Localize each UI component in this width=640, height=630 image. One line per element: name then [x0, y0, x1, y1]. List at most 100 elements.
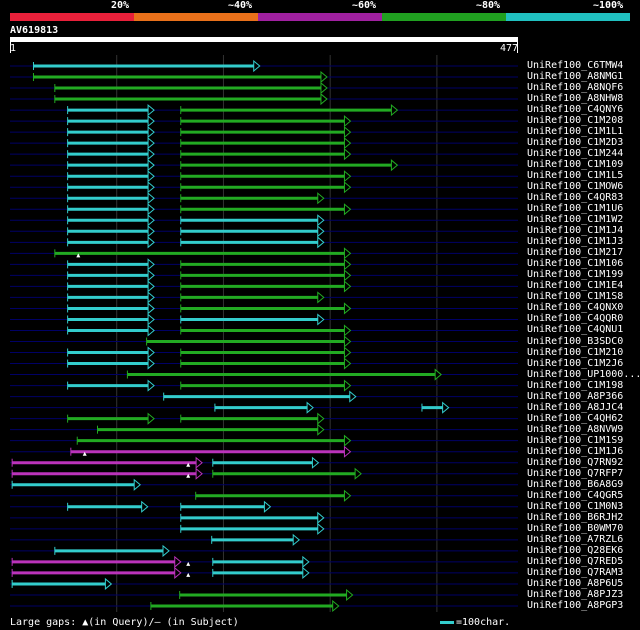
alignment-segment[interactable] — [54, 544, 170, 557]
hit-name-link[interactable]: UniRef100_Q7RED5 — [527, 555, 624, 567]
hit-name-link[interactable]: UniRef100_C1M244 — [527, 148, 624, 160]
alignment-segment[interactable] — [67, 346, 155, 359]
hit-name-link[interactable]: UniRef100_C1M1U6 — [527, 203, 624, 215]
hit-name-link[interactable]: UniRef100_C1M210 — [527, 346, 624, 358]
alignment-segment[interactable] — [67, 225, 155, 238]
alignment-segment[interactable] — [67, 500, 149, 513]
hit-name-link[interactable]: UniRef100_A8NHW8 — [527, 93, 624, 105]
hit-name-link[interactable]: UniRef100_C1M2D3 — [527, 137, 624, 149]
alignment-segment[interactable] — [180, 225, 325, 238]
alignment-segment[interactable] — [67, 148, 155, 161]
hit-name-link[interactable]: UniRef100_C6TMW4 — [527, 60, 624, 71]
alignment-segment[interactable] — [76, 434, 352, 447]
hit-name-link[interactable]: UniRef100_C1M1J3 — [527, 236, 624, 248]
alignment-segment[interactable] — [212, 467, 362, 480]
alignment-segment[interactable] — [180, 511, 325, 524]
hit-name-link[interactable]: UniRef100_B6RJH2 — [527, 511, 624, 523]
hit-name-link[interactable]: UniRef100_C1MOW6 — [527, 181, 624, 193]
hit-name-link[interactable]: UniRef100_A8JJC4 — [527, 401, 624, 413]
hit-name-link[interactable]: UniRef100_C1M0N3 — [527, 500, 624, 512]
alignment-segment[interactable] — [180, 126, 352, 139]
hit-name-link[interactable]: UniRef100_A7RZL6 — [527, 533, 624, 545]
hit-name-link[interactable]: UniRef100_Q28EK6 — [527, 544, 624, 556]
hit-name-link[interactable]: UniRef100_C1M1W2 — [527, 214, 624, 226]
alignment-segment[interactable] — [67, 159, 155, 172]
alignment-segment[interactable] — [67, 313, 155, 326]
hit-name-link[interactable]: UniRef100_C1M1L5 — [527, 170, 624, 182]
alignment-segment[interactable] — [195, 489, 352, 502]
hit-name-link[interactable]: UniRef100_C1M1L1 — [527, 126, 624, 138]
hit-name-link[interactable]: UniRef100_C1M217 — [527, 247, 624, 259]
alignment-segment[interactable] — [180, 214, 325, 227]
hit-name-link[interactable]: UniRef100_A8P366 — [527, 390, 624, 402]
alignment-segment[interactable] — [180, 280, 352, 293]
alignment-segment[interactable] — [32, 59, 261, 73]
alignment-segment[interactable] — [67, 280, 155, 293]
hit-name-link[interactable]: UniRef100_C1M1J6 — [527, 445, 624, 457]
hit-name-link[interactable]: UniRef100_C1M198 — [527, 379, 624, 391]
hit-name-link[interactable]: UniRef100_A8PGP3 — [527, 599, 624, 611]
alignment-segment[interactable] — [11, 478, 141, 491]
alignment-segment[interactable] — [180, 324, 352, 337]
alignment-segment[interactable] — [11, 555, 182, 568]
alignment-segment[interactable] — [180, 522, 325, 535]
hit-name-link[interactable]: UniRef100_B0WM70 — [527, 522, 624, 534]
alignment-segment[interactable] — [180, 181, 352, 194]
alignment-segment[interactable] — [67, 291, 155, 304]
alignment-segment[interactable] — [67, 104, 155, 117]
alignment-segment[interactable] — [67, 302, 155, 315]
hit-name-link[interactable]: UniRef100_C1M1S8 — [527, 291, 624, 303]
alignment-segment[interactable] — [67, 170, 155, 183]
alignment-segment[interactable] — [421, 401, 450, 414]
alignment-segment[interactable] — [180, 379, 352, 392]
hit-name-link[interactable]: UniRef100_C4QH62 — [527, 412, 624, 424]
alignment-segment[interactable] — [54, 92, 328, 106]
hit-name-link[interactable]: UniRef100_B3SDC0 — [527, 335, 624, 347]
hit-name-link[interactable]: UniRef100_C1M1E4 — [527, 280, 624, 292]
alignment-segment[interactable] — [67, 236, 155, 249]
alignment-segment[interactable] — [180, 269, 352, 282]
alignment-segment[interactable] — [146, 335, 352, 348]
alignment-segment[interactable] — [97, 423, 325, 436]
hit-name-link[interactable]: UniRef100_C1M208 — [527, 115, 624, 127]
alignment-segment[interactable] — [180, 291, 325, 304]
hit-name-link[interactable]: UniRef100_A8PJZ3 — [527, 588, 624, 600]
hit-name-link[interactable]: UniRef100_A8P6U5 — [527, 577, 624, 589]
alignment-segment[interactable] — [67, 269, 155, 282]
hit-name-link[interactable]: UniRef100_C1M1S9 — [527, 434, 624, 446]
alignment-segment[interactable] — [67, 126, 155, 139]
hit-name-link[interactable]: UniRef100_C4QNY6 — [527, 104, 624, 116]
alignment-segment[interactable] — [180, 170, 352, 183]
alignment-segment[interactable] — [180, 412, 325, 425]
alignment-segment[interactable] — [180, 159, 399, 172]
alignment-segment[interactable] — [150, 599, 340, 613]
hit-name-link[interactable]: UniRef100_C1M2J6 — [527, 357, 624, 369]
alignment-segment[interactable] — [67, 412, 155, 425]
alignment-segment[interactable] — [67, 324, 155, 337]
hit-name-link[interactable]: UniRef100_Q7RAM3 — [527, 566, 624, 578]
alignment-segment[interactable] — [126, 368, 442, 381]
alignment-segment[interactable] — [212, 566, 310, 579]
alignment-segment[interactable] — [70, 445, 352, 458]
alignment-segment[interactable] — [11, 456, 203, 469]
alignment-segment[interactable] — [67, 357, 155, 370]
alignment-segment[interactable] — [180, 115, 352, 128]
alignment-segment[interactable] — [180, 148, 352, 161]
alignment-segment[interactable] — [67, 258, 155, 271]
alignment-segment[interactable] — [67, 379, 155, 392]
alignment-segment[interactable] — [67, 115, 155, 128]
alignment-segment[interactable] — [179, 588, 354, 602]
alignment-segment[interactable] — [180, 236, 325, 249]
alignment-segment[interactable] — [11, 577, 113, 591]
hit-name-link[interactable]: UniRef100_A8NVW9 — [527, 423, 624, 435]
alignment-segment[interactable] — [163, 390, 357, 403]
alignment-segment[interactable] — [67, 203, 155, 216]
hit-name-link[interactable]: UniRef100_C1M1J4 — [527, 225, 624, 237]
alignment-segment[interactable] — [180, 203, 352, 216]
alignment-segment[interactable] — [11, 566, 182, 579]
hit-name-link[interactable]: UniRef100_C4QNU1 — [527, 324, 624, 336]
alignment-segment[interactable] — [212, 456, 320, 469]
alignment-segment[interactable] — [32, 70, 328, 84]
alignment-segment[interactable] — [214, 401, 314, 414]
alignment-segment[interactable] — [54, 247, 352, 260]
